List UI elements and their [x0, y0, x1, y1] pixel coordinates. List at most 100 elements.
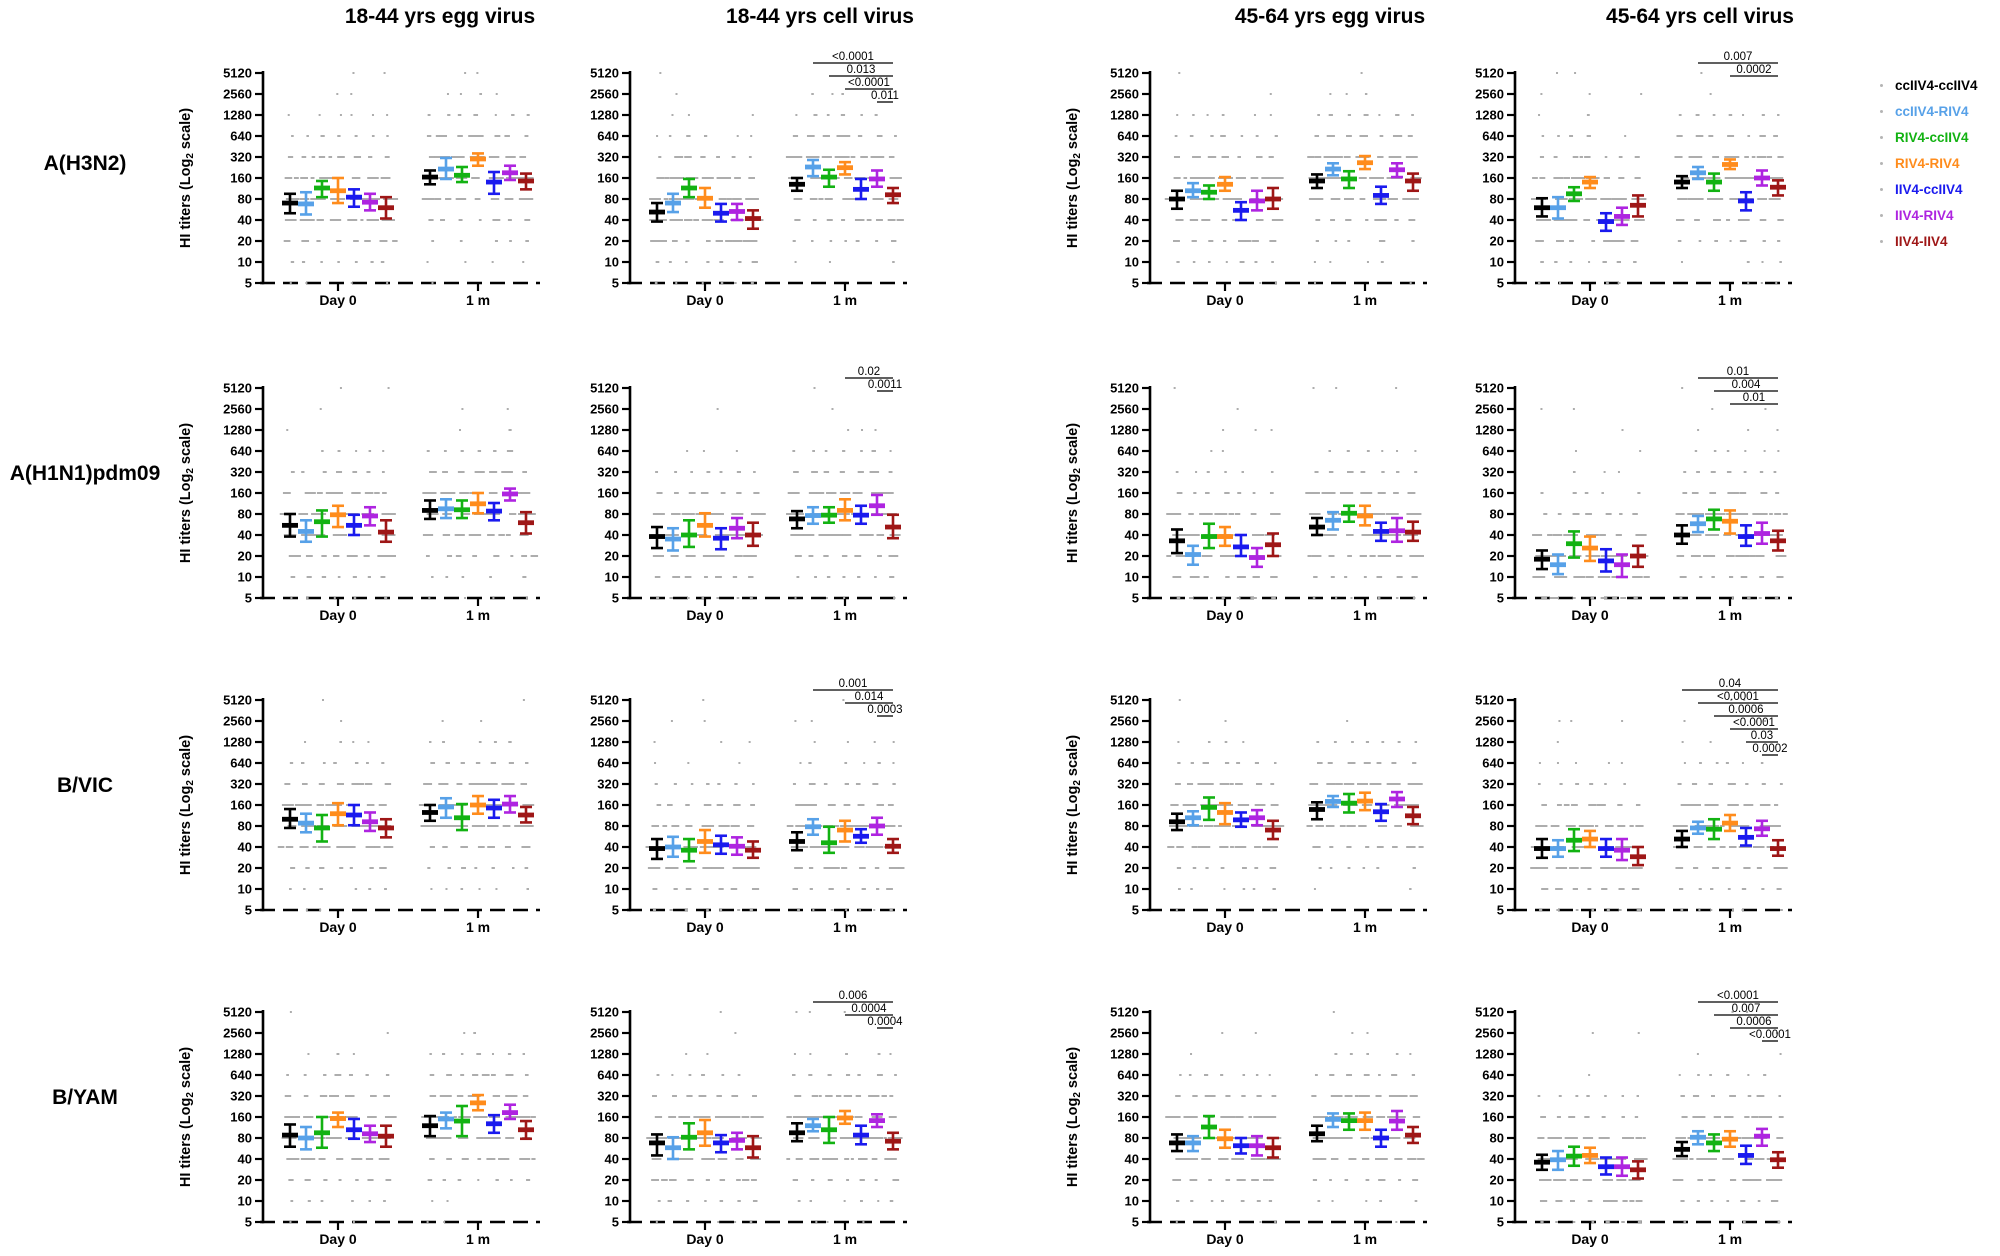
x-tick-label: Day 0 [1206, 292, 1244, 308]
scatter-dots [1530, 699, 1788, 911]
y-tick-label: 160 [230, 798, 252, 813]
errorbar-1m-iiv4-riv4 [869, 1112, 885, 1129]
p-value-label: 0.03 [1751, 730, 1773, 742]
errorbar-day0-iiv4-iiv4 [1630, 194, 1646, 218]
x-tick-label: Day 0 [686, 292, 724, 308]
error-bars [282, 1093, 534, 1151]
errorbar-day0-riv4-cciiv4 [1566, 1145, 1582, 1168]
errorbar-1m-iiv4-riv4 [869, 169, 885, 189]
y-tick-label: 640 [230, 129, 252, 144]
p-value-label: 0.007 [1724, 51, 1753, 63]
scatter-dots [650, 387, 901, 599]
errorbar-1m-iiv4-cciiv4 [1738, 1144, 1754, 1166]
y-tick-label: 80 [1125, 819, 1139, 834]
y-tick-label: 160 [1482, 1110, 1504, 1125]
scatter-dots [645, 699, 905, 911]
y-tick-label: 160 [1482, 486, 1504, 501]
x-tick-label: Day 0 [1571, 292, 1609, 308]
errorbar-day0-cciiv4-cciiv4 [649, 837, 665, 861]
errorbar-1m-iiv4-iiv4 [518, 1119, 534, 1141]
legend-dot-icon [1880, 162, 1883, 165]
errorbar-day0-riv4-cciiv4 [314, 1115, 330, 1150]
errorbar-day0-iiv4-cciiv4 [1233, 533, 1249, 558]
panel-b-yam-45-64-yrs-cell-virus: 5120 2560 1280 640 320 160 80 40 20 10 5 Day 0 1 m <0… [1475, 990, 1792, 1247]
errorbar-day0-iiv4-iiv4 [1630, 544, 1646, 569]
errorbar-1m-riv4-riv4 [470, 1093, 486, 1112]
y-tick-label: 5 [1497, 903, 1504, 918]
errorbar-1m-cciiv4-cciiv4 [1309, 516, 1325, 537]
y-tick-label: 640 [230, 756, 252, 771]
y-tick-label: 40 [605, 840, 619, 855]
x-tick-label: Day 0 [1571, 607, 1609, 623]
y-tick-label: 160 [230, 1110, 252, 1125]
y-axis: 5120 2560 1280 640 320 160 80 40 20 10 5 [590, 381, 632, 606]
errorbar-day0-cciiv4-riv4 [298, 1125, 314, 1151]
errorbar-day0-iiv4-riv4 [729, 836, 745, 857]
errorbar-1m-riv4-riv4 [1357, 154, 1373, 171]
row-label-byam: B/YAM [52, 1086, 118, 1109]
y-tick-label: 160 [597, 171, 619, 186]
errorbar-day0-riv4-cciiv4 [1566, 530, 1582, 559]
errorbar-day0-riv4-cciiv4 [1201, 184, 1217, 201]
y-tick-label: 5 [612, 591, 619, 606]
errorbar-day0-cciiv4-cciiv4 [1169, 812, 1185, 832]
errorbar-day0-cciiv4-cciiv4 [649, 201, 665, 223]
errorbar-day0-cciiv4-riv4 [1185, 181, 1201, 199]
x-tick-label: Day 0 [1206, 1231, 1244, 1247]
panel-a-h1n1-pdm09-18-44-yrs-cell-virus: 5120 2560 1280 640 320 160 80 40 20 10 5 Day 0 1 m 0.… [590, 366, 907, 623]
error-bars [649, 816, 901, 863]
errorbar-1m-iiv4-riv4 [1389, 516, 1405, 544]
p-value-label: 0.0006 [1728, 704, 1763, 716]
errorbar-day0-iiv4-riv4 [1614, 1156, 1630, 1178]
errorbar-day0-iiv4-cciiv4 [346, 513, 362, 537]
panel-a-h1n1-pdm09-45-64-yrs-egg-virus: 5120 2560 1280 640 320 160 80 40 20 10 5 HI titers … [1065, 381, 1427, 623]
errorbar-1m-iiv4-iiv4 [885, 186, 901, 205]
y-tick-label: 40 [1490, 840, 1504, 855]
p-value-label: <0.0001 [1717, 691, 1759, 703]
y-tick-label: 320 [230, 465, 252, 480]
y-tick-label: 5120 [590, 693, 619, 708]
y-tick-label: 10 [1490, 1194, 1504, 1209]
column-title-18-44-egg: 18-44 yrs egg virus [344, 5, 536, 28]
x-tick-label: 1 m [833, 919, 857, 935]
x-axis: Day 0 1 m [627, 1220, 907, 1247]
y-tick-label: 5120 [1475, 381, 1504, 396]
p-value-label: <0.0001 [832, 51, 874, 63]
y-tick-label: 640 [597, 129, 619, 144]
errorbar-1m-iiv4-cciiv4 [853, 504, 869, 526]
x-tick-label: Day 0 [1571, 1231, 1609, 1247]
y-tick-label: 40 [1125, 213, 1139, 228]
x-tick-label: Day 0 [1206, 607, 1244, 623]
p-value-label: 0.004 [1732, 379, 1761, 391]
panel-a-h3n2-45-64-yrs-cell-virus: 5120 2560 1280 640 320 160 80 40 20 10 5 Day 0 1 m 0.… [1475, 51, 1792, 308]
errorbar-day0-cciiv4-riv4 [1550, 553, 1566, 576]
errorbar-1m-iiv4-cciiv4 [1373, 1128, 1389, 1149]
errorbar-1m-iiv4-riv4 [1389, 790, 1405, 809]
errorbar-1m-riv4-cciiv4 [454, 1104, 470, 1138]
error-bars [1534, 158, 1786, 233]
y-tick-label: 20 [238, 234, 252, 249]
errorbar-1m-cciiv4-riv4 [1325, 510, 1341, 531]
y-tick-label: 10 [605, 882, 619, 897]
y-tick-label: 2560 [223, 714, 252, 729]
errorbar-1m-riv4-riv4 [1722, 813, 1738, 833]
y-tick-label: 40 [1490, 213, 1504, 228]
panel-a-h3n2-18-44-yrs-cell-virus: 5120 2560 1280 640 320 160 80 40 20 10 5 Day 0 1 m <0… [590, 51, 907, 308]
errorbar-1m-cciiv4-cciiv4 [1309, 1124, 1325, 1143]
y-axis: 5120 2560 1280 640 320 160 80 40 20 10 5 [223, 1005, 265, 1230]
error-bars [1169, 790, 1421, 841]
y-tick-label: 40 [1490, 528, 1504, 543]
y-axis-title: HI titers (Log2 scale) [178, 735, 196, 875]
x-axis: Day 0 1 m [1512, 908, 1792, 935]
x-tick-label: Day 0 [319, 919, 357, 935]
errorbar-1m-cciiv4-riv4 [438, 1111, 454, 1130]
y-axis-title: HI titers (Log2 scale) [1065, 735, 1083, 875]
errorbar-1m-riv4-cciiv4 [821, 825, 837, 855]
errorbar-day0-cciiv4-riv4 [665, 835, 681, 859]
y-tick-label: 640 [597, 444, 619, 459]
y-tick-label: 80 [605, 1131, 619, 1146]
errorbar-day0-iiv4-riv4 [1614, 206, 1630, 227]
y-axis: 5120 2560 1280 640 320 160 80 40 20 10 5 [1110, 1005, 1152, 1230]
errorbar-1m-iiv4-iiv4 [518, 510, 534, 535]
y-tick-label: 640 [1482, 129, 1504, 144]
